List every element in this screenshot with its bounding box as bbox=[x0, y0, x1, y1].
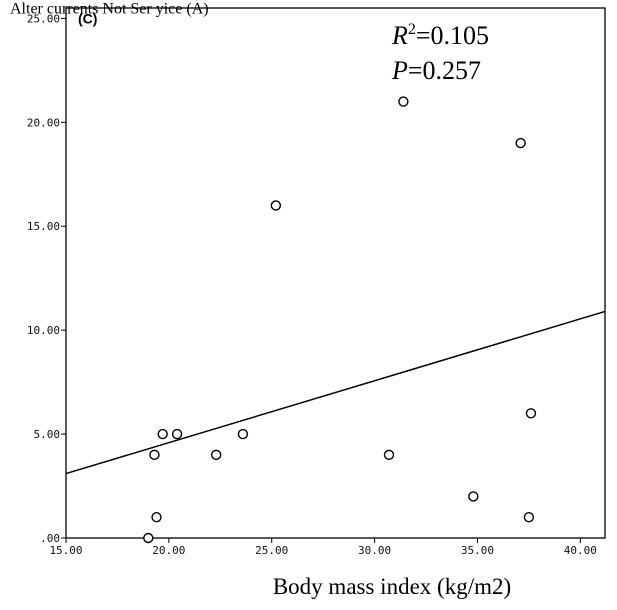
x-tick-label: 15.00 bbox=[49, 544, 82, 557]
data-point bbox=[398, 96, 409, 107]
data-point bbox=[157, 428, 168, 440]
data-point bbox=[143, 532, 154, 544]
x-tick-label: 25.00 bbox=[255, 544, 288, 557]
chart-title-fragment: Alter currents Not Ser yice (A) bbox=[10, 0, 209, 17]
data-point bbox=[149, 449, 160, 461]
x-tick-label: 40.00 bbox=[564, 544, 597, 557]
y-tick-label: .00 bbox=[40, 532, 60, 545]
data-point bbox=[468, 491, 479, 502]
x-tick-label: 30.00 bbox=[358, 544, 391, 557]
data-point bbox=[151, 512, 162, 523]
plot-frame bbox=[65, 7, 606, 539]
p-value-symbol: P bbox=[391, 56, 408, 85]
x-tick-label: 20.00 bbox=[152, 544, 185, 557]
r-squared-symbol: R bbox=[391, 21, 408, 50]
regression-line bbox=[65, 310, 606, 475]
x-axis-label: Body mass index (kg/m2) bbox=[273, 574, 511, 599]
x-tick-label: 35.00 bbox=[461, 544, 494, 557]
p-value-value: =0.257 bbox=[408, 56, 481, 85]
y-tick-label: 10.00 bbox=[27, 324, 60, 337]
y-tick-label: 20.00 bbox=[27, 116, 60, 129]
data-point bbox=[270, 200, 282, 211]
y-tick-label: 15.00 bbox=[27, 220, 60, 233]
data-point bbox=[171, 428, 183, 440]
r-squared-value: =0.105 bbox=[416, 21, 489, 50]
data-point bbox=[383, 449, 395, 461]
r-squared-exponent: 2 bbox=[408, 21, 416, 38]
data-point bbox=[237, 428, 249, 440]
r-squared-annotation: R2=0.105 bbox=[391, 21, 489, 50]
panel-label: (C) bbox=[78, 11, 97, 27]
y-tick-label: 25.00 bbox=[27, 12, 60, 25]
data-point bbox=[210, 449, 222, 461]
p-value-annotation: P=0.257 bbox=[391, 56, 481, 85]
data-point bbox=[525, 408, 537, 419]
data-point bbox=[515, 137, 526, 149]
y-tick-label: 5.00 bbox=[34, 428, 61, 441]
data-point bbox=[523, 512, 535, 523]
